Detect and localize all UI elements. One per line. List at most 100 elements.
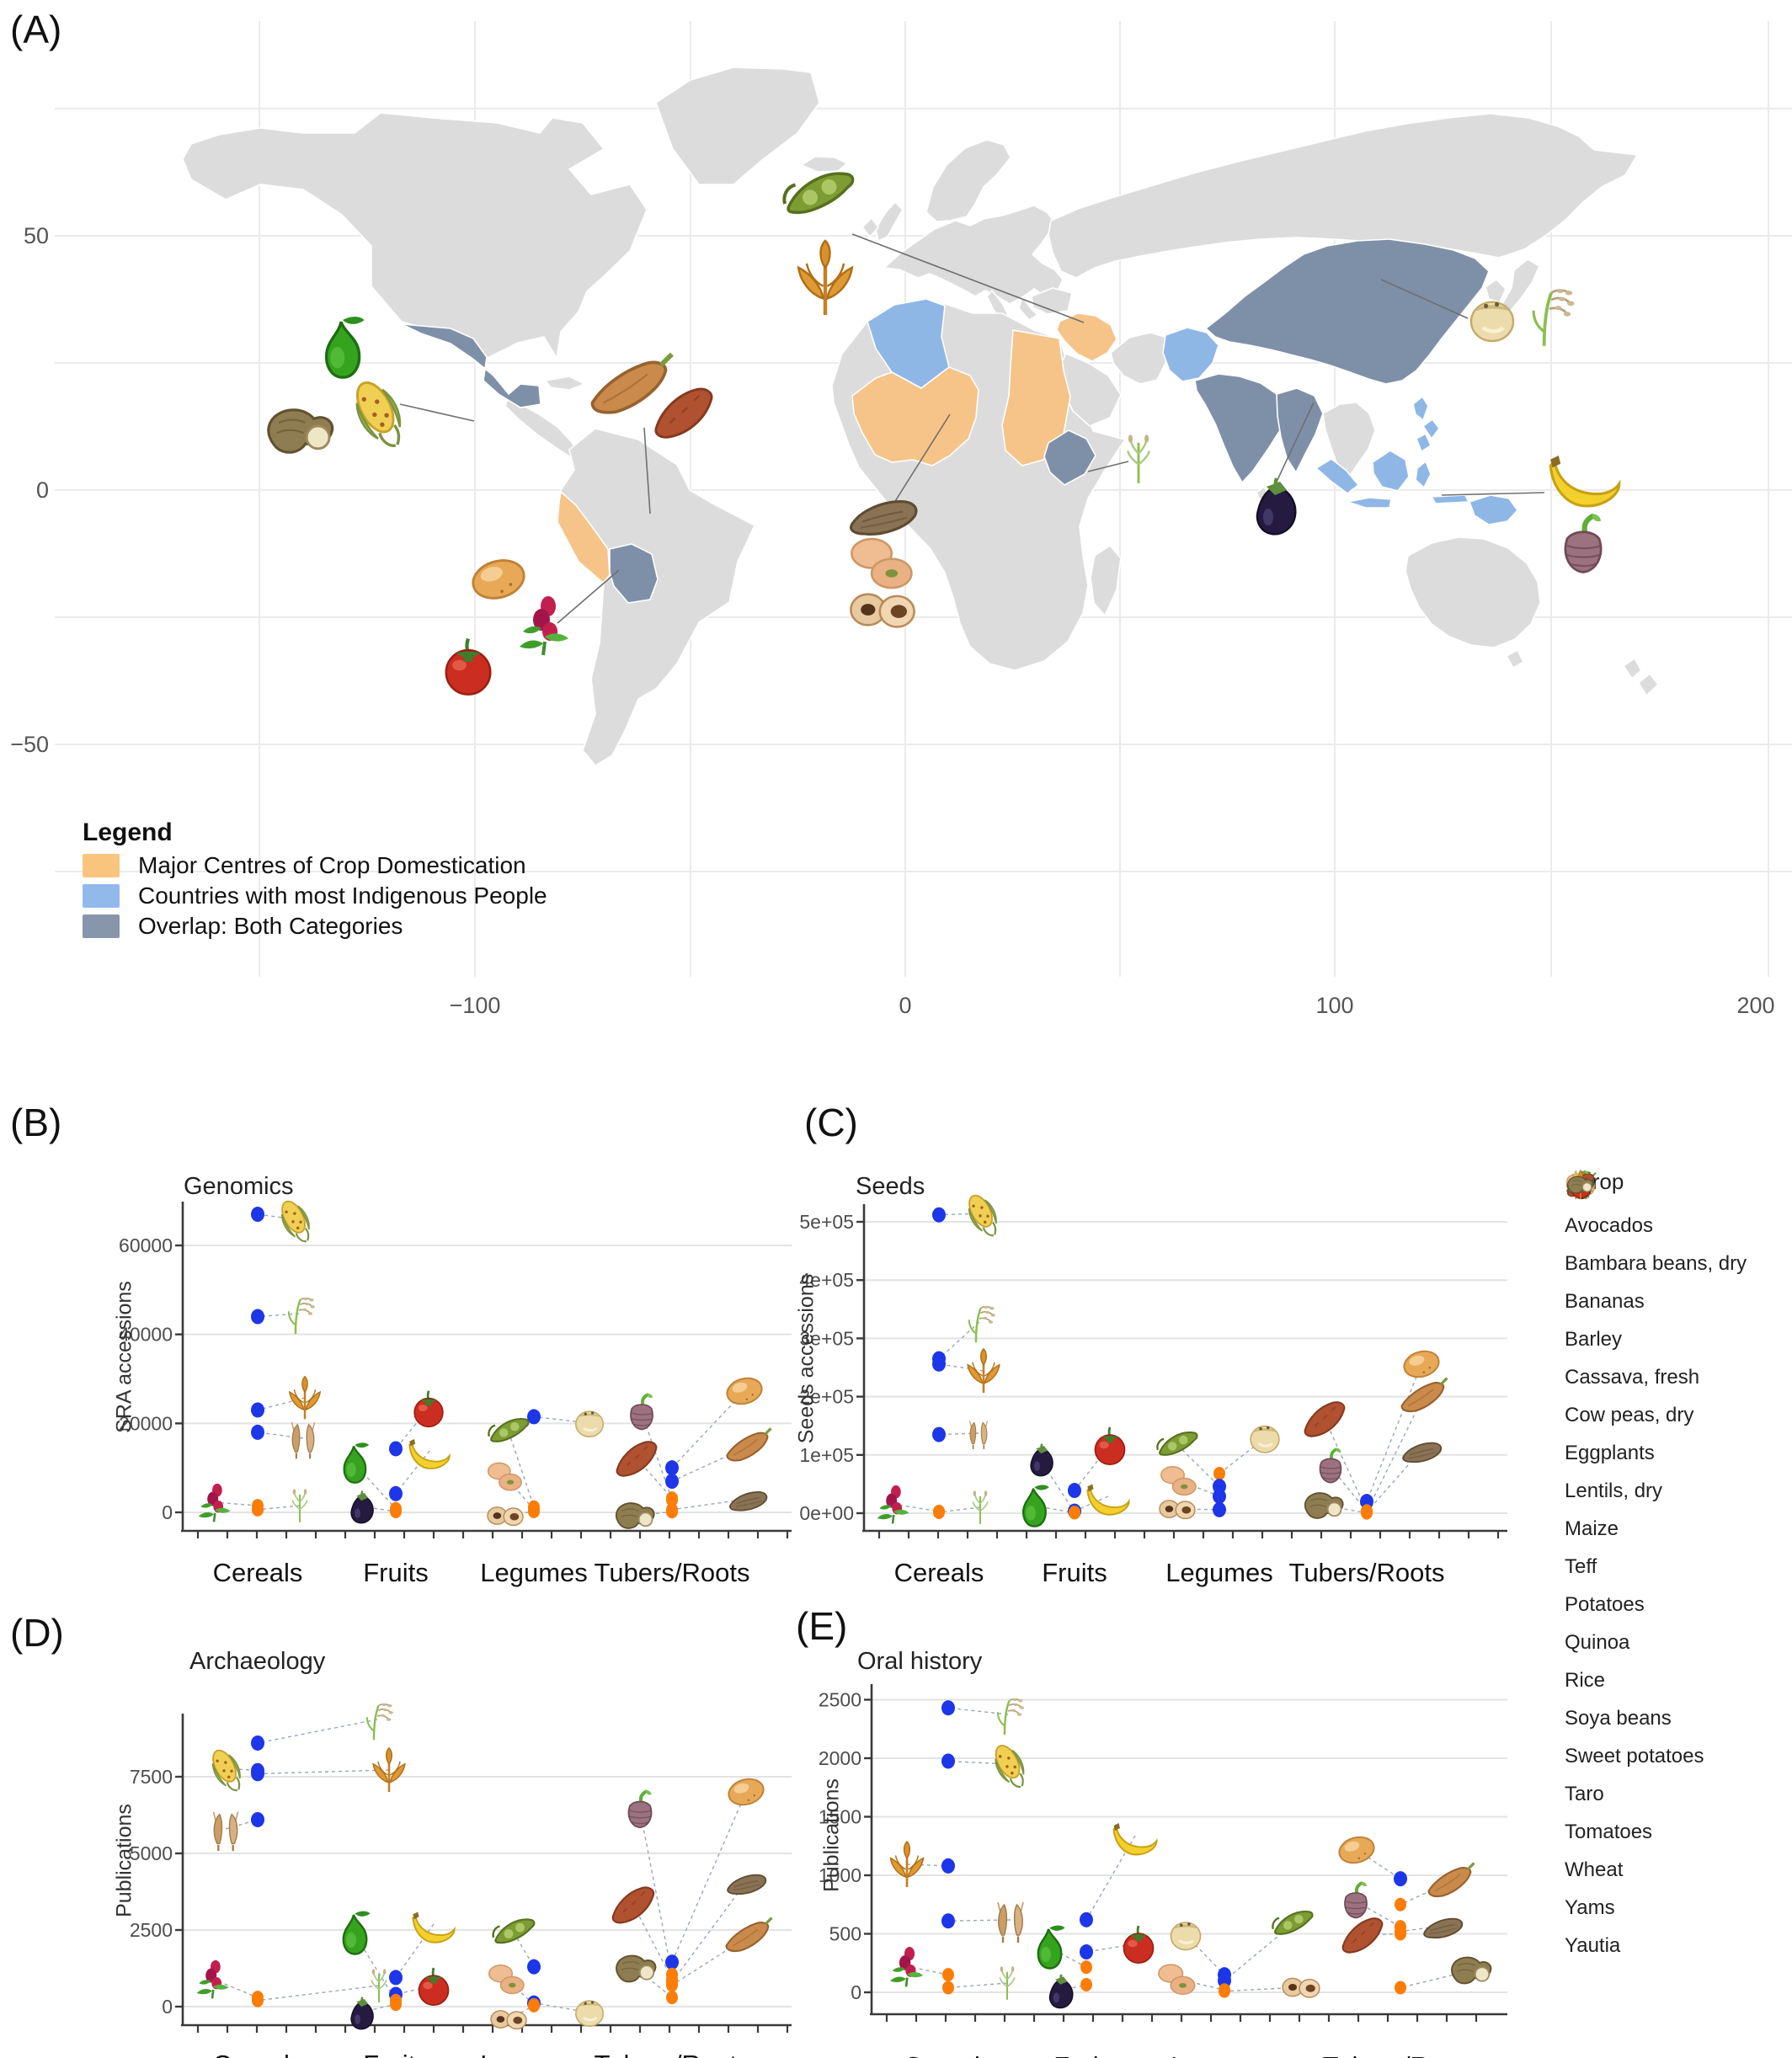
map-y-tick-label: 0 xyxy=(36,477,49,503)
crop-legend-label: Potatoes xyxy=(1565,1592,1645,1616)
panel-label-a: (A) xyxy=(10,8,62,51)
map-x-tick-label: −100 xyxy=(450,993,501,1018)
y-tick-label: 1500 xyxy=(819,1806,861,1828)
leader-line xyxy=(257,1769,390,1775)
point-wheat xyxy=(251,1402,264,1418)
map-legend-item: Major Centres of Crop Domestication xyxy=(83,852,547,879)
leader-line xyxy=(508,1431,535,1507)
point-eggplants xyxy=(1080,1977,1092,1991)
y-tick-label: 5000 xyxy=(130,1842,173,1864)
crop-legend-item: Lentils, dry xyxy=(1565,1176,1790,1510)
crop-legend-item: Taro xyxy=(1565,1169,1790,1813)
panel-D: 0 2500 5000 7500 Cereals Fruits Legumes Tubers/… xyxy=(130,1702,792,2058)
leader-line xyxy=(938,1506,981,1513)
map-leader-line xyxy=(851,233,1085,323)
data-points xyxy=(251,1735,679,2013)
region-myanmar-overlap xyxy=(1276,387,1324,474)
leader-line xyxy=(360,2003,397,2013)
cassava-icon xyxy=(725,1426,772,1463)
rice-icon xyxy=(968,1304,997,1344)
category-label: Fruits xyxy=(363,2050,429,2058)
teff-icon xyxy=(972,1490,989,1525)
y-tick-label: 5e+05 xyxy=(799,1211,854,1233)
crop-legend-label: Bambara beans, dry xyxy=(1565,1251,1747,1275)
point-tomatoes xyxy=(1080,1944,1093,1960)
taro-icon xyxy=(629,1790,652,1828)
banana-icon xyxy=(408,1438,451,1469)
quinoa-icon xyxy=(876,1484,910,1525)
leader-line xyxy=(360,1506,397,1512)
category-label: Fruits xyxy=(1042,1558,1107,1587)
y-tick-label: 4e+05 xyxy=(799,1269,854,1291)
taro-icon xyxy=(629,1391,654,1432)
panel-C: 0e+00 1e+05 2e+05 3e+05 4e+05 5e+05 Cereals Fru… xyxy=(799,1189,1507,1587)
map-leader-line xyxy=(1087,461,1129,472)
eggplant-icon xyxy=(1048,1973,1075,2009)
region-central-america xyxy=(504,396,581,457)
panel-label-e: (E) xyxy=(796,1604,848,1648)
y-tick-label: 2500 xyxy=(819,1689,861,1711)
map-y-tick-label: 50 xyxy=(24,223,49,248)
eggplant-icon xyxy=(1029,1442,1054,1477)
point-yautia xyxy=(666,1991,678,2005)
map-legend-label: Countries with most Indigenous People xyxy=(138,882,547,909)
map-leader-line xyxy=(643,427,651,514)
region-scandinavia xyxy=(925,139,1011,222)
title-oral-history: Oral history xyxy=(857,1648,983,1675)
point-bananas xyxy=(389,1970,403,1986)
point-yautia xyxy=(1395,1981,1406,1995)
leader-line xyxy=(1366,1396,1424,1512)
crop-legend-item: Soya beans xyxy=(1565,1174,1790,1737)
yam-icon xyxy=(1402,1442,1443,1464)
y-tick-label: 2000 xyxy=(819,1747,861,1769)
y-tick-label: 2e+05 xyxy=(799,1386,854,1408)
potato-icon xyxy=(724,1774,768,1810)
avocado-icon xyxy=(343,1442,371,1484)
category-label: Legumes xyxy=(480,1558,588,1587)
region-india-overlap xyxy=(1194,373,1288,484)
map-landmasses xyxy=(182,67,1660,767)
leader-line xyxy=(257,1719,378,1744)
point-yautia xyxy=(1361,1506,1373,1520)
lentil-icon xyxy=(488,1417,530,1442)
point-taro xyxy=(666,1493,678,1507)
point-bambara-beans-dry xyxy=(528,1998,540,2013)
yautia-icon xyxy=(615,1502,655,1529)
y-tick-label: 0 xyxy=(162,1501,173,1523)
lentil-icon xyxy=(1272,1910,1314,1935)
point-barley xyxy=(251,1811,264,1827)
wheat-icon xyxy=(288,1375,322,1421)
maize-icon xyxy=(205,1744,249,1794)
crop-legend-item: Barley xyxy=(1565,1172,1790,1358)
category-label: Tubers/Roots xyxy=(595,2050,750,2058)
point-quinoa xyxy=(942,1968,954,1982)
sweetpotato-icon xyxy=(1304,1401,1346,1437)
crop-legend-item: Cow peas, dry xyxy=(1565,1174,1790,1434)
region-new-guinea-indigenous xyxy=(1468,494,1519,525)
crop-icons xyxy=(888,1697,1492,2009)
leader-line xyxy=(257,1985,380,2002)
potato-icon xyxy=(1400,1346,1443,1382)
region-uk xyxy=(875,200,904,243)
crop-legend-item: Bananas xyxy=(1565,1176,1790,1320)
crop-legend-label: Maize xyxy=(1565,1517,1619,1540)
panel-label-d: (D) xyxy=(10,1611,64,1655)
region-tasmania xyxy=(1505,648,1525,669)
region-turkey xyxy=(1031,287,1073,315)
maize-icon xyxy=(987,1739,1033,1791)
y-tick-label: 500 xyxy=(829,1923,861,1945)
point-yautia xyxy=(666,1505,678,1519)
barley-icon xyxy=(291,1421,316,1460)
taro-icon xyxy=(1318,1446,1343,1485)
region-pakistan-indigenous xyxy=(1162,327,1219,382)
point-bambara-beans-dry xyxy=(528,1504,540,1518)
leader-line xyxy=(671,1498,749,1511)
leader-line xyxy=(947,1707,1009,1715)
crop-legend-item: Avocados xyxy=(1565,1170,1790,1245)
y-tick-label: 3e+05 xyxy=(799,1327,854,1349)
wheat-icon xyxy=(966,1347,1001,1394)
region-new-zealand xyxy=(1622,657,1660,697)
crop-legend-label: Quinoa xyxy=(1565,1630,1630,1654)
category-label: Tubers/Roots xyxy=(595,1558,750,1587)
category-label: Fruits xyxy=(1053,2051,1119,2058)
